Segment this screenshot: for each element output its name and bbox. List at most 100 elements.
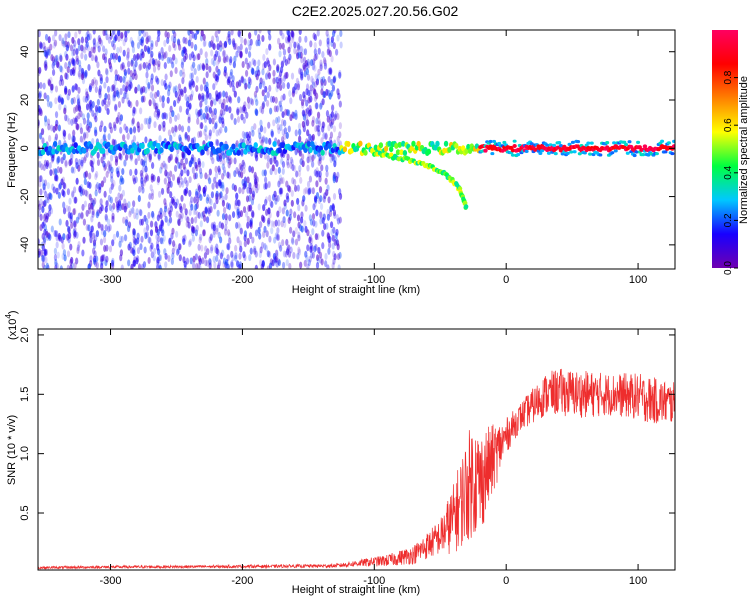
- heatmap-cell: [140, 180, 144, 188]
- heatmap-cell: [248, 232, 253, 240]
- heatmap-cell: [69, 258, 73, 266]
- heatmap-cell: [319, 64, 323, 72]
- heatmap-cell: [185, 220, 189, 228]
- heatmap-cell: [94, 54, 98, 62]
- heatmap-cell: [199, 48, 203, 56]
- heatmap-cell: [217, 165, 221, 173]
- heatmap-cell: [332, 76, 336, 84]
- heatmap-cell: [207, 209, 212, 217]
- heatmap-cell: [86, 118, 90, 126]
- heatmap-cell: [248, 165, 252, 173]
- heatmap-cell: [72, 44, 76, 52]
- heatmap-cell: [195, 190, 199, 198]
- heatmap-cell: [214, 122, 218, 130]
- heatmap-cell: [241, 60, 245, 68]
- heatmap-cell: [409, 145, 414, 152]
- heatmap-cell: [562, 144, 567, 149]
- spectrogram-x-tick-label: 0: [503, 274, 509, 286]
- heatmap-cell: [315, 117, 319, 125]
- heatmap-cell: [132, 249, 136, 257]
- heatmap-cell: [333, 30, 337, 34]
- heatmap-cell: [98, 206, 103, 214]
- heatmap-cell: [51, 62, 55, 70]
- heatmap-cell: [202, 94, 206, 102]
- heatmap-cell: [236, 115, 241, 123]
- heatmap-cell: [199, 108, 203, 116]
- heatmap-cell: [133, 212, 137, 220]
- heatmap-cell: [306, 156, 310, 164]
- heatmap-cell: [281, 167, 285, 175]
- heatmap-cell: [346, 140, 351, 147]
- heatmap-cell: [77, 105, 82, 113]
- heatmap-cell: [281, 82, 286, 90]
- heatmap-cell: [331, 84, 336, 92]
- snr-y-tick-label: 2.0: [19, 327, 31, 342]
- heatmap-cell: [65, 72, 69, 80]
- heatmap-cell: [249, 38, 253, 46]
- heatmap-cell: [101, 99, 105, 107]
- heatmap-cell: [41, 261, 45, 269]
- heatmap-cell: [173, 100, 177, 108]
- heatmap-cell: [198, 236, 202, 244]
- heatmap-cell: [225, 104, 229, 112]
- heatmap-cell: [173, 36, 177, 44]
- heatmap-cell: [97, 143, 102, 150]
- heatmap-cell: [208, 65, 212, 73]
- heatmap-cell: [88, 172, 92, 180]
- heatmap-cell: [90, 54, 95, 62]
- heatmap-cell: [51, 83, 55, 91]
- heatmap-cell: [206, 248, 210, 256]
- heatmap-cell: [250, 198, 255, 206]
- snr-y-label: SNR (10 * v/v): [6, 415, 18, 485]
- heatmap-cell: [200, 95, 204, 103]
- heatmap-cell: [338, 131, 342, 139]
- heatmap-cell: [54, 133, 59, 141]
- heatmap-cell: [163, 248, 167, 256]
- heatmap-cell: [313, 64, 317, 72]
- heatmap-cell: [209, 246, 214, 254]
- heatmap-cell: [122, 76, 126, 84]
- heatmap-cell: [85, 131, 89, 139]
- heatmap-cell: [278, 206, 282, 214]
- heatmap-cell: [83, 131, 87, 139]
- heatmap-cell: [184, 133, 188, 141]
- heatmap-cell: [232, 85, 236, 93]
- heatmap-cell: [288, 262, 292, 269]
- heatmap-cell: [313, 41, 317, 49]
- heatmap-cell: [222, 166, 227, 174]
- heatmap-cell: [53, 247, 58, 255]
- heatmap-cell: [163, 205, 168, 213]
- heatmap-cell: [253, 123, 257, 131]
- heatmap-cell: [264, 72, 269, 80]
- heatmap-cell: [185, 108, 189, 116]
- heatmap-cell: [296, 80, 301, 88]
- heatmap-cell: [102, 134, 106, 142]
- heatmap-cell: [257, 69, 261, 77]
- heatmap-cell: [154, 39, 159, 47]
- heatmap-cell: [183, 176, 188, 184]
- heatmap-cell: [76, 94, 80, 102]
- heatmap-cell: [281, 129, 285, 137]
- heatmap-cell: [94, 105, 99, 113]
- heatmap-cell: [306, 164, 310, 172]
- heatmap-cell: [317, 120, 322, 128]
- heatmap-cell: [112, 121, 117, 129]
- heatmap-cell: [250, 166, 255, 174]
- heatmap-cell: [126, 30, 130, 34]
- heatmap-cell: [58, 34, 62, 42]
- heatmap-cell: [164, 163, 168, 171]
- heatmap-cell: [172, 85, 176, 93]
- heatmap-cell: [64, 50, 68, 58]
- heatmap-cell: [169, 201, 173, 209]
- heatmap-cell: [46, 100, 51, 108]
- heatmap-cell: [215, 197, 219, 205]
- heatmap-cell: [245, 195, 250, 203]
- heatmap-cell: [512, 139, 517, 143]
- heatmap-cell: [71, 58, 76, 66]
- heatmap-cell: [59, 166, 63, 174]
- heatmap-cell: [242, 206, 247, 214]
- heatmap-cell: [257, 39, 261, 47]
- heatmap-cell: [91, 109, 95, 117]
- heatmap-cell: [150, 43, 154, 51]
- heatmap-cell: [84, 43, 89, 51]
